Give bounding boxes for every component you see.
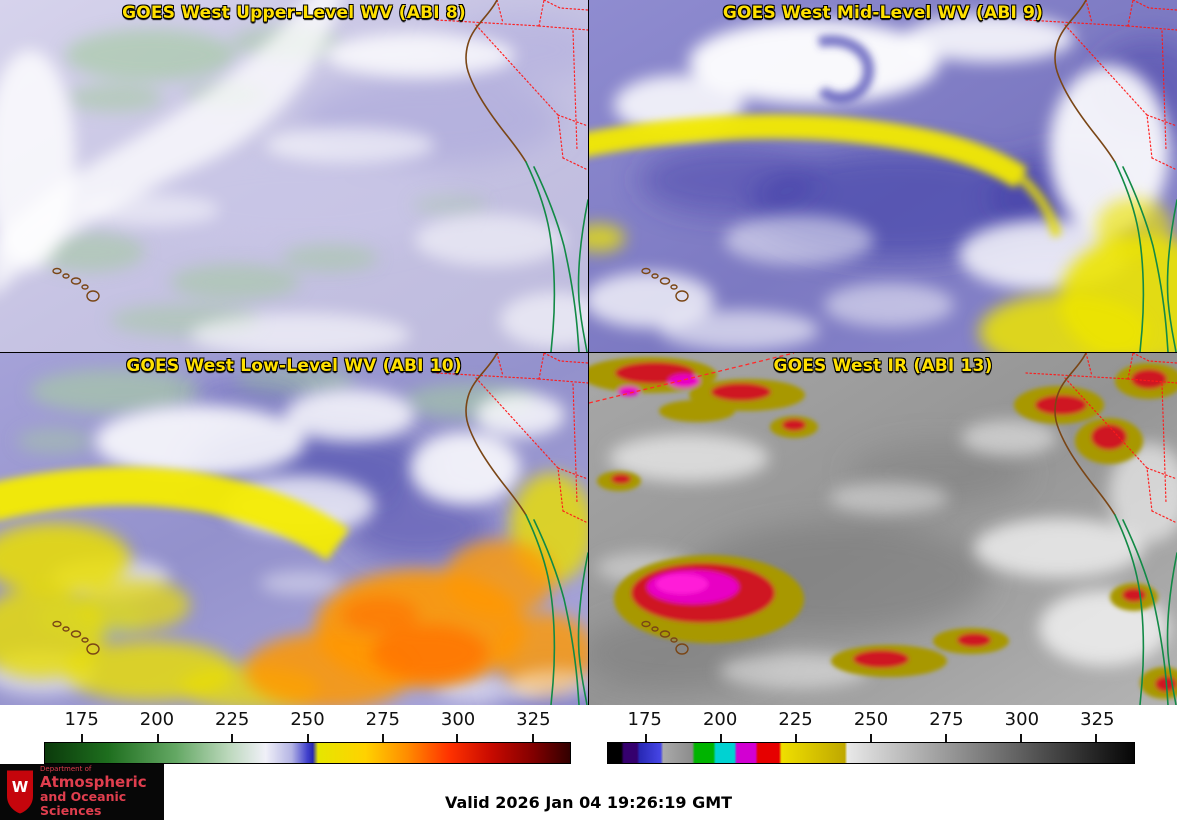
panel-upper-level-wv: GOES West Upper-Level WV (ABI 8) bbox=[0, 0, 588, 352]
colorbar-tick-label: 175 bbox=[627, 709, 662, 730]
colorbar-tick-mark bbox=[81, 734, 84, 742]
colorbar-tick-label: 175 bbox=[64, 709, 99, 730]
colorbar-tick-mark bbox=[531, 734, 534, 742]
colorbar-tick-label: 300 bbox=[1004, 709, 1040, 730]
logo-dept-line: Department of bbox=[40, 765, 92, 774]
panel-title-low-wv: GOES West Low-Level WV (ABI 10) bbox=[126, 356, 462, 376]
footer: 175 200 225 250 275 300 325 175 200 225 250 275 300… bbox=[0, 705, 1177, 820]
logo-text: Department of Atmospheric and Oceanic Sc… bbox=[40, 765, 164, 819]
ir-colorbar: 175 200 225 250 275 300 325 bbox=[607, 707, 1135, 764]
satellite-image-low-wv bbox=[0, 353, 588, 705]
colorbar-tick-mark bbox=[456, 734, 459, 742]
colorbar-tick-label: 275 bbox=[929, 709, 964, 730]
wv-colorbar-tickmarks bbox=[45, 734, 570, 743]
colorbar-tick-mark bbox=[870, 734, 872, 742]
panel-low-level-wv: GOES West Low-Level WV (ABI 10) bbox=[0, 353, 588, 705]
colorbar-tick-mark bbox=[644, 734, 647, 742]
colorbar-tick-label: 275 bbox=[365, 709, 400, 730]
colorbar-tick-mark bbox=[794, 734, 797, 742]
colorbar-tick-label: 225 bbox=[215, 709, 250, 730]
wv-colorbar-gradient bbox=[44, 734, 571, 764]
colorbar-tick-label: 250 bbox=[290, 709, 325, 730]
colorbar-tick-label: 325 bbox=[516, 709, 551, 730]
colorbar-tick-mark bbox=[945, 734, 948, 742]
satellite-image-mid-wv bbox=[589, 0, 1177, 352]
valid-time: Valid 2026 Jan 04 19:26:19 GMT bbox=[444, 793, 733, 812]
colorbar-tick-mark bbox=[231, 734, 234, 742]
colorbar-tick-mark bbox=[1095, 734, 1098, 742]
colorbar-tick-label: 250 bbox=[853, 709, 889, 730]
wv-colorbar: 175 200 225 250 275 300 325 bbox=[44, 707, 571, 764]
uw-crest-icon: W bbox=[7, 770, 33, 814]
colorbar-tick-label: 225 bbox=[778, 709, 813, 730]
four-panel-grid: GOES West Upper-Level WV (ABI 8) bbox=[0, 0, 1177, 705]
panel-title-mid-wv: GOES West Mid-Level WV (ABI 9) bbox=[722, 3, 1044, 23]
svg-text:W: W bbox=[12, 778, 29, 796]
uw-aos-logo: W Department of Atmospheric and Oceanic … bbox=[0, 764, 164, 820]
ir-colorbar-ticklabels: 175 200 225 250 275 300 325 bbox=[607, 707, 1135, 733]
panel-title-ir: GOES West IR (ABI 13) bbox=[773, 356, 993, 376]
satellite-image-ir bbox=[589, 353, 1177, 705]
wv-colorbar-ticklabels: 175 200 225 250 275 300 325 bbox=[44, 707, 571, 733]
ir-colorbar-tickmarks bbox=[608, 734, 1134, 743]
colorbar-tick-mark bbox=[306, 734, 309, 742]
colorbar-tick-label: 325 bbox=[1080, 709, 1115, 730]
ir-colorbar-gradient bbox=[607, 734, 1135, 764]
panel-ir: GOES West IR (ABI 13) bbox=[589, 353, 1177, 705]
colorbar-tick-mark bbox=[381, 734, 384, 742]
colorbar-tick-label: 200 bbox=[139, 709, 175, 730]
satellite-image-upper-wv bbox=[0, 0, 588, 352]
colorbar-tick-mark bbox=[156, 734, 159, 742]
logo-line2: and Oceanic Sciences bbox=[40, 789, 127, 819]
logo-line1: Atmospheric bbox=[40, 772, 147, 791]
colorbar-tick-mark bbox=[719, 734, 722, 742]
colorbar-tick-mark bbox=[1020, 734, 1023, 742]
colorbar-tick-label: 200 bbox=[702, 709, 738, 730]
panel-title-upper-wv: GOES West Upper-Level WV (ABI 8) bbox=[122, 3, 466, 23]
colorbar-tick-label: 300 bbox=[440, 709, 476, 730]
panel-mid-level-wv: GOES West Mid-Level WV (ABI 9) bbox=[589, 0, 1177, 352]
